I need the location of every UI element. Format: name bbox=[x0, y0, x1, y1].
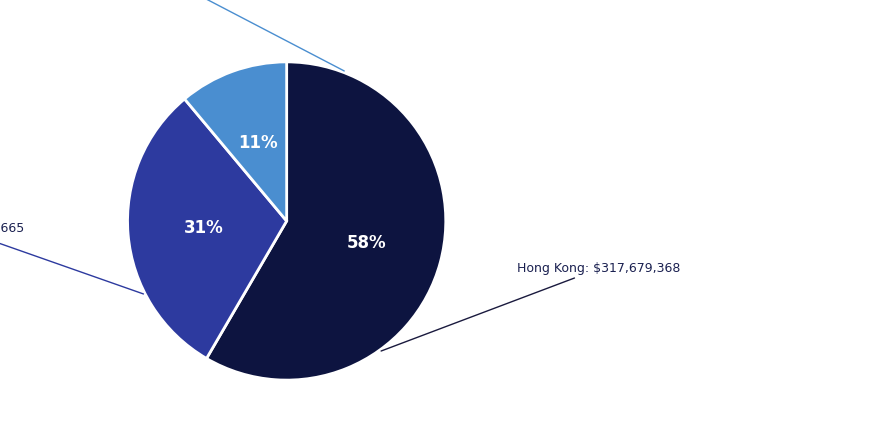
Text: Hong Kong: $317,679,368: Hong Kong: $317,679,368 bbox=[381, 262, 681, 351]
Text: 58%: 58% bbox=[347, 233, 386, 251]
Text: 11%: 11% bbox=[239, 134, 278, 152]
Text: China: $165,973,665: China: $165,973,665 bbox=[0, 222, 144, 294]
Wedge shape bbox=[128, 99, 287, 358]
Text: 31%: 31% bbox=[184, 219, 224, 237]
Wedge shape bbox=[206, 62, 445, 380]
Wedge shape bbox=[184, 62, 287, 221]
Text: Others: $60,316,456: Others: $60,316,456 bbox=[109, 0, 344, 71]
